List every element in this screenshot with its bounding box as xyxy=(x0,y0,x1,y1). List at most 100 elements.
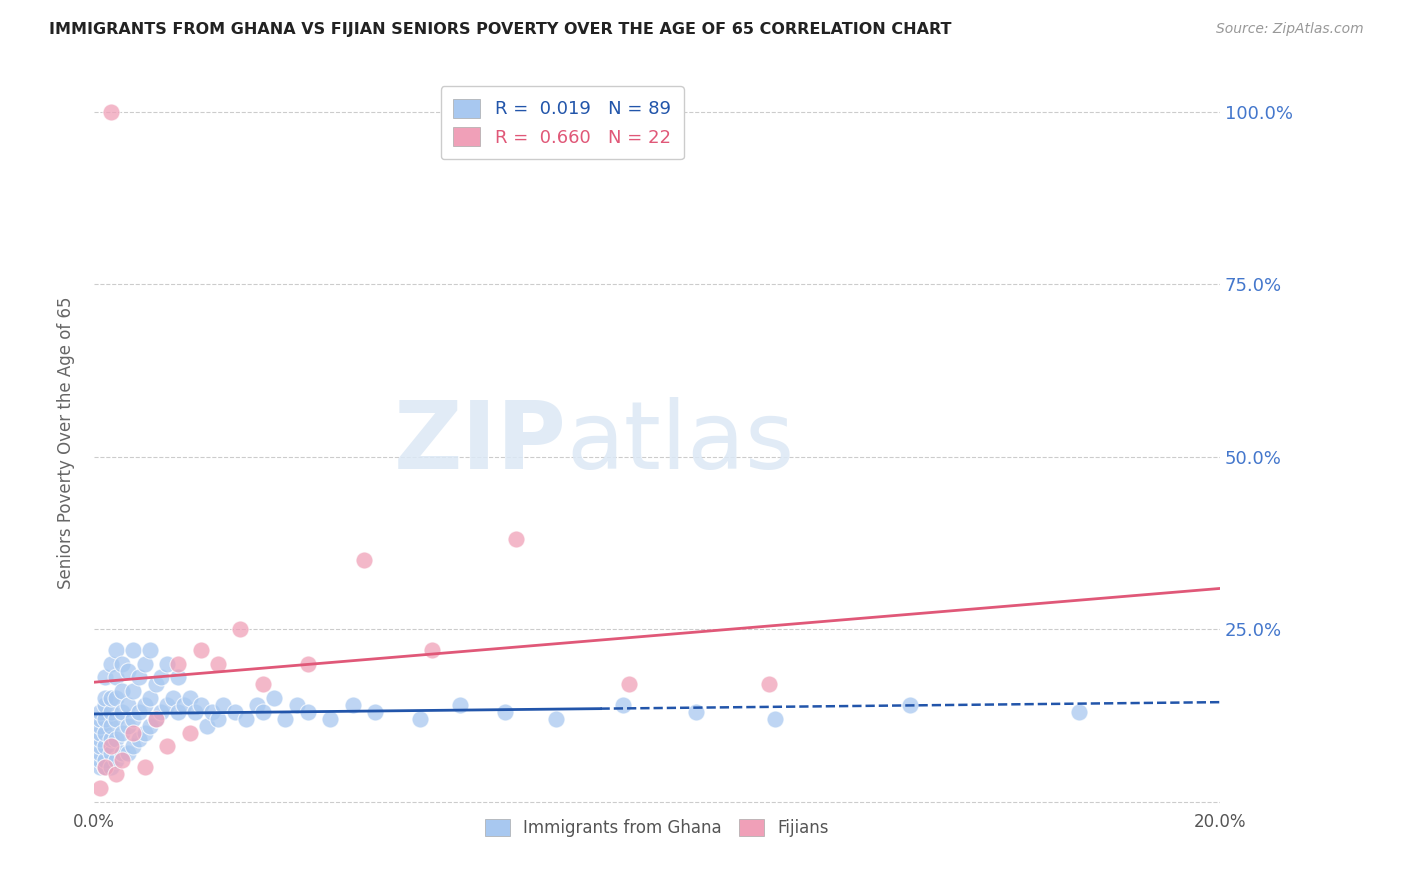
Point xyxy=(111,753,134,767)
Point xyxy=(207,712,229,726)
Point xyxy=(207,657,229,671)
Point xyxy=(898,698,921,712)
Point xyxy=(94,760,117,774)
Point xyxy=(117,746,139,760)
Point xyxy=(184,705,207,719)
Point xyxy=(150,670,173,684)
Point xyxy=(364,705,387,719)
Point xyxy=(685,705,707,719)
Point xyxy=(139,719,162,733)
Point xyxy=(235,712,257,726)
Point xyxy=(100,746,122,760)
Point xyxy=(342,698,364,712)
Point xyxy=(134,698,156,712)
Point xyxy=(89,780,111,795)
Point xyxy=(617,677,640,691)
Point xyxy=(319,712,342,726)
Text: ZIP: ZIP xyxy=(394,397,567,489)
Point xyxy=(263,691,285,706)
Point xyxy=(111,657,134,671)
Point xyxy=(111,684,134,698)
Y-axis label: Seniors Poverty Over the Age of 65: Seniors Poverty Over the Age of 65 xyxy=(58,297,75,590)
Point xyxy=(105,767,128,781)
Point xyxy=(167,657,190,671)
Point xyxy=(156,657,179,671)
Point xyxy=(156,739,179,754)
Point xyxy=(89,705,111,719)
Point xyxy=(128,732,150,747)
Point xyxy=(105,670,128,684)
Point xyxy=(195,719,218,733)
Point xyxy=(89,732,111,747)
Point xyxy=(449,698,471,712)
Point xyxy=(122,643,145,657)
Point xyxy=(94,753,117,767)
Point xyxy=(134,760,156,774)
Point xyxy=(89,725,111,739)
Point xyxy=(167,705,190,719)
Point xyxy=(505,533,527,547)
Point xyxy=(117,719,139,733)
Point xyxy=(145,677,167,691)
Point xyxy=(179,725,201,739)
Point xyxy=(111,705,134,719)
Point xyxy=(105,732,128,747)
Text: Source: ZipAtlas.com: Source: ZipAtlas.com xyxy=(1216,22,1364,37)
Point xyxy=(246,698,269,712)
Point xyxy=(100,691,122,706)
Point xyxy=(139,643,162,657)
Point xyxy=(128,705,150,719)
Point xyxy=(94,670,117,684)
Point xyxy=(100,705,122,719)
Point xyxy=(122,712,145,726)
Point xyxy=(89,739,111,754)
Point xyxy=(1067,705,1090,719)
Point xyxy=(128,670,150,684)
Point xyxy=(89,746,111,760)
Point xyxy=(100,104,122,119)
Point xyxy=(162,691,184,706)
Point xyxy=(190,698,212,712)
Point xyxy=(94,698,117,712)
Point xyxy=(94,739,117,754)
Point xyxy=(612,698,634,712)
Point xyxy=(201,705,224,719)
Point xyxy=(89,753,111,767)
Point xyxy=(94,712,117,726)
Point xyxy=(94,691,117,706)
Point xyxy=(134,657,156,671)
Point xyxy=(156,698,179,712)
Point xyxy=(763,712,786,726)
Point xyxy=(229,622,252,636)
Point xyxy=(105,712,128,726)
Point xyxy=(212,698,235,712)
Text: atlas: atlas xyxy=(567,397,794,489)
Point xyxy=(494,705,516,719)
Point xyxy=(420,643,443,657)
Point xyxy=(167,670,190,684)
Point xyxy=(94,725,117,739)
Point xyxy=(105,753,128,767)
Point xyxy=(122,725,145,739)
Point xyxy=(89,719,111,733)
Point xyxy=(173,698,195,712)
Point xyxy=(117,698,139,712)
Point xyxy=(111,725,134,739)
Point xyxy=(117,664,139,678)
Point xyxy=(353,553,375,567)
Point xyxy=(100,739,122,754)
Point xyxy=(122,739,145,754)
Point xyxy=(274,712,297,726)
Point xyxy=(145,712,167,726)
Point xyxy=(150,705,173,719)
Text: IMMIGRANTS FROM GHANA VS FIJIAN SENIORS POVERTY OVER THE AGE OF 65 CORRELATION C: IMMIGRANTS FROM GHANA VS FIJIAN SENIORS … xyxy=(49,22,952,37)
Point xyxy=(100,732,122,747)
Point xyxy=(134,725,156,739)
Point xyxy=(94,760,117,774)
Point xyxy=(224,705,246,719)
Legend: Immigrants from Ghana, Fijians: Immigrants from Ghana, Fijians xyxy=(478,813,835,844)
Point xyxy=(252,705,274,719)
Point xyxy=(111,746,134,760)
Point xyxy=(89,712,111,726)
Point xyxy=(145,712,167,726)
